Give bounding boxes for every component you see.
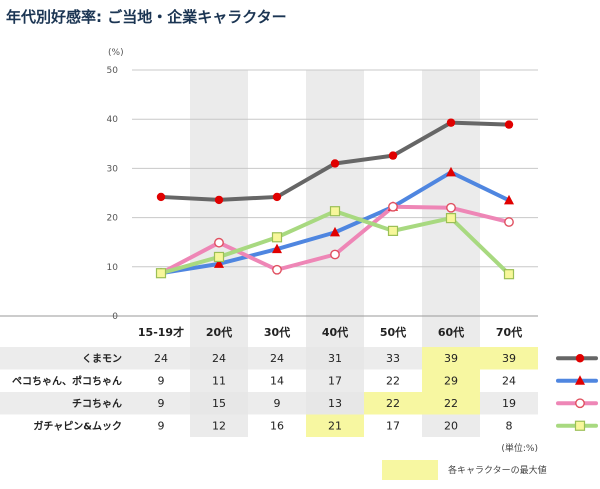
data-point-marker [388, 201, 398, 212]
table-cell-value: 9 [274, 397, 281, 410]
table-cell-value: 13 [328, 397, 342, 410]
highlight-legend-label: 各キャラクターの最大値 [448, 464, 547, 476]
table-cell-value: 31 [328, 352, 342, 365]
table-cell-value: 9 [158, 375, 165, 388]
max-value-highlight [480, 347, 538, 370]
table-cell-value: 24 [502, 375, 516, 388]
data-point-marker [214, 195, 224, 205]
data-point-marker [504, 194, 514, 205]
x-axis-categories: 15-19才 20代 30代 40代 50代 60代 70代 [138, 325, 522, 339]
data-point-marker [387, 225, 399, 236]
max-value-highlight [422, 347, 480, 370]
data-point-marker [214, 258, 224, 268]
table-cell-value: 9 [158, 420, 165, 433]
data-point-marker [272, 264, 282, 275]
y-axis-unit: (%) [108, 48, 124, 58]
data-point-marker [446, 202, 456, 213]
table-cell-value: 19 [502, 397, 516, 410]
data-table: くまモン 24 24 24 31 33 39 39 ペコちゃん、ポコちゃん 9 11 14 17 22 29… [0, 347, 538, 437]
legend-marker [575, 375, 585, 385]
table-cell-value: 22 [386, 397, 400, 410]
x-category-label: 40代 [322, 325, 348, 339]
data-point-marker [330, 159, 340, 168]
table-cell-value: 21 [328, 420, 342, 433]
table-cell-value: 17 [386, 420, 400, 433]
table-cell-value: 12 [212, 420, 226, 433]
data-point-marker [156, 192, 166, 202]
table-cell-value: 33 [386, 352, 400, 365]
table-row-label: チコちゃん [72, 398, 122, 410]
data-point-marker [214, 237, 224, 248]
y-tick-label: 0 [112, 312, 118, 322]
table-cell-value: 39 [502, 352, 516, 365]
legend-marker [574, 420, 586, 431]
series-markers [155, 118, 515, 280]
legend-marker [575, 354, 585, 363]
table-cell-value: 22 [386, 375, 400, 388]
data-point-marker [388, 151, 398, 160]
table-cell-value: 29 [444, 375, 458, 388]
data-point-marker [213, 251, 225, 263]
table-cell-value: 11 [212, 375, 226, 388]
table-cell-value: 24 [154, 352, 168, 365]
data-point-marker [155, 268, 167, 279]
x-category-label: 20代 [206, 325, 232, 339]
max-value-highlight [364, 392, 422, 415]
data-point-marker [446, 118, 456, 127]
legend-marker [575, 398, 585, 409]
table-row-label: くまモン [82, 353, 122, 365]
data-point-marker [446, 166, 456, 177]
table-row-label: ペコちゃん、ポコちゃん [12, 375, 122, 388]
highlight-legend-swatch [382, 460, 438, 480]
table-cell-value: 24 [212, 352, 226, 365]
data-point-marker [271, 232, 283, 243]
table-cell-value: 39 [444, 352, 458, 365]
table-cell-value: 9 [158, 397, 165, 410]
table-cell-value: 8 [506, 420, 513, 433]
x-category-label: 15-19才 [138, 325, 184, 339]
table-cell-value: 15 [212, 397, 226, 410]
y-tick-label: 40 [107, 115, 119, 125]
grid-lines [0, 69, 538, 317]
table-row-label: ガチャピン&ムック [33, 420, 122, 433]
max-value-highlight [306, 414, 364, 437]
table-cell-value: 17 [328, 375, 342, 388]
legend [556, 354, 598, 431]
table-cell-value: 22 [444, 397, 458, 410]
data-point-marker [504, 120, 514, 129]
data-point-marker [445, 212, 457, 224]
table-cell-value: 24 [270, 352, 284, 365]
y-tick-label: 20 [107, 214, 119, 224]
unit-note: (単位:%) [501, 442, 538, 454]
chart-title: 年代別好感率: ご当地・企業キャラクター [6, 8, 287, 26]
x-category-label: 60代 [438, 325, 464, 339]
data-point-marker [504, 217, 514, 227]
y-axis: 0 10 20 30 40 50 [107, 66, 119, 322]
data-point-marker [329, 206, 341, 217]
max-value-highlight [422, 369, 480, 392]
table-cell-value: 14 [270, 375, 284, 388]
y-tick-label: 50 [107, 66, 119, 76]
data-point-marker [330, 249, 340, 260]
table-cell-value: 20 [444, 420, 458, 433]
x-category-label: 30代 [264, 325, 290, 339]
table-row-band [0, 347, 538, 370]
x-category-label: 50代 [380, 325, 406, 339]
x-category-label: 70代 [496, 325, 522, 339]
table-cell-value: 16 [270, 420, 284, 433]
data-point-marker [272, 243, 282, 254]
max-value-highlight [422, 392, 480, 415]
data-point-marker [330, 226, 340, 237]
y-tick-label: 30 [107, 164, 119, 174]
data-point-marker [272, 192, 282, 202]
y-tick-label: 10 [107, 263, 119, 273]
data-point-marker [503, 269, 515, 280]
